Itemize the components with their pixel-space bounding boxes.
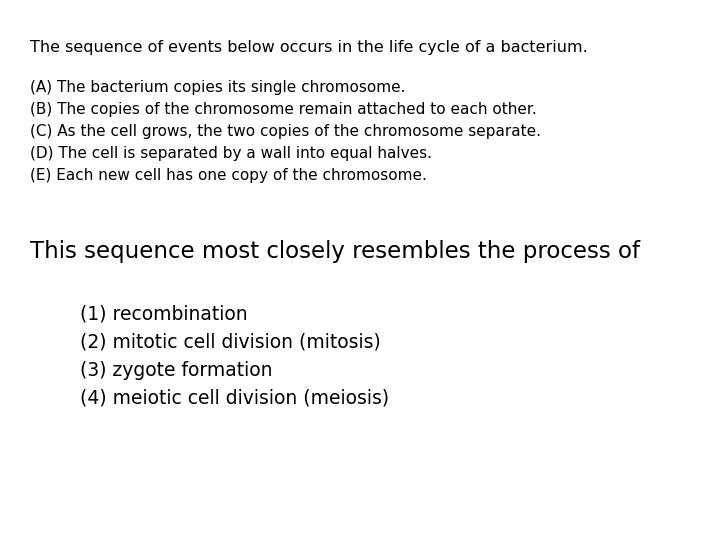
Text: This sequence most closely resembles the process of: This sequence most closely resembles the… xyxy=(30,240,640,263)
Text: (E) Each new cell has one copy of the chromosome.: (E) Each new cell has one copy of the ch… xyxy=(30,168,427,183)
Text: (D) The cell is separated by a wall into equal halves.: (D) The cell is separated by a wall into… xyxy=(30,146,432,161)
Text: (3) zygote formation: (3) zygote formation xyxy=(80,361,272,380)
Text: (B) The copies of the chromosome remain attached to each other.: (B) The copies of the chromosome remain … xyxy=(30,102,536,117)
Text: The sequence of events below occurs in the life cycle of a bacterium.: The sequence of events below occurs in t… xyxy=(30,40,588,55)
Text: (1) recombination: (1) recombination xyxy=(80,305,248,324)
Text: (2) mitotic cell division (mitosis): (2) mitotic cell division (mitosis) xyxy=(80,333,381,352)
Text: (4) meiotic cell division (meiosis): (4) meiotic cell division (meiosis) xyxy=(80,389,389,408)
Text: (A) The bacterium copies its single chromosome.: (A) The bacterium copies its single chro… xyxy=(30,80,405,95)
Text: (C) As the cell grows, the two copies of the chromosome separate.: (C) As the cell grows, the two copies of… xyxy=(30,124,541,139)
